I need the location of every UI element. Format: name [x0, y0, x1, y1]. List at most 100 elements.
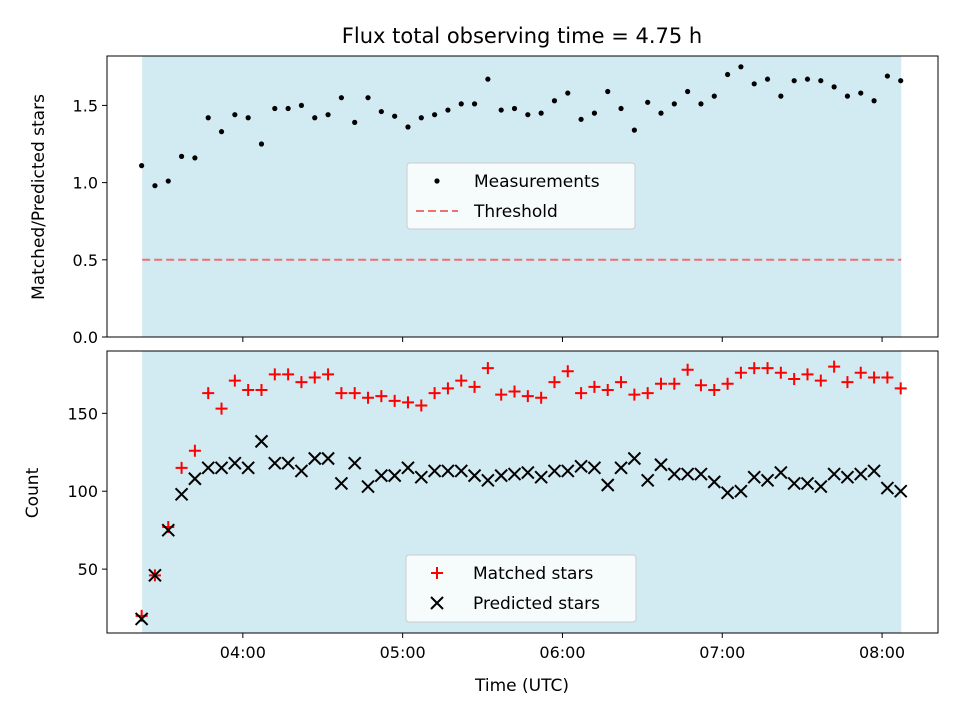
legend-predicted-marker [430, 596, 444, 610]
matched-star-point [495, 388, 508, 401]
matched-star-point [548, 376, 561, 389]
matched-star-point [868, 371, 881, 384]
measurement-point [218, 129, 225, 135]
predicted-star-point [640, 473, 655, 488]
measurement-point [884, 73, 890, 79]
predicted-star-point [787, 476, 801, 491]
measurement-point [618, 105, 624, 112]
predicted-star-point [507, 467, 522, 481]
matched-star-point [841, 376, 854, 389]
predicted-star-point [441, 464, 455, 478]
y-tick-label: 100 [67, 482, 98, 501]
matched-star-point [734, 366, 747, 379]
predicted-star-point [174, 487, 189, 502]
predicted-star-point [694, 467, 708, 481]
measurement-point [312, 115, 318, 121]
predicted-star-point [334, 476, 349, 491]
matched-star-point [601, 383, 614, 396]
ratio-legend: Measurements Threshold [406, 162, 636, 230]
matched-star-point [282, 368, 295, 381]
predicted-star-point [587, 461, 602, 475]
y-tick-label: 0.0 [73, 328, 98, 347]
predicted-star-point [627, 451, 642, 466]
measurement-point [818, 78, 824, 84]
predicted-star-point [467, 468, 482, 483]
measurement-point [365, 95, 371, 101]
matched-star-point [322, 368, 335, 381]
matched-star-point [468, 380, 481, 393]
predicted-star-point [680, 467, 695, 481]
matched-star-point [774, 366, 787, 379]
predicted-star-point [254, 434, 269, 449]
predicted-star-point [814, 479, 828, 494]
ratio-panel: 0.0 0.5 1.0 1.5 Matched/Predicted stars Mea… [29, 55, 939, 347]
predicted-star-point [521, 465, 535, 480]
count-x-ticks: 04:00 05:00 06:00 07:00 08:00 [220, 633, 905, 662]
count-panel: 50 100 150 04:00 05:00 06:00 07:00 08:00 Count… [23, 350, 939, 696]
matched-star-point [428, 387, 441, 400]
matched-star-point [335, 387, 348, 400]
measurement-point [631, 127, 637, 133]
predicted-star-point [760, 473, 775, 488]
legend-threshold-label: Threshold [473, 202, 558, 222]
matched-star-point [708, 383, 721, 396]
count-panel-frame [106, 350, 939, 634]
measurement-point [698, 101, 704, 107]
measurement-point [471, 101, 478, 107]
predicted-star-point [854, 467, 868, 481]
measurement-point [645, 99, 651, 105]
predicted-star-point [561, 464, 575, 478]
measurement-point [392, 113, 398, 119]
predicted-star-point [148, 568, 162, 583]
measurement-point [565, 90, 571, 96]
predicted-star-point [401, 461, 415, 475]
count-legend: Matched stars Predicted stars [405, 554, 637, 623]
matched-star-point [641, 387, 654, 400]
matched-star-point [655, 377, 667, 390]
measurement-point [858, 90, 864, 96]
matched-star-point [295, 376, 308, 389]
measurement-point [778, 93, 784, 99]
y-tick-label: 150 [67, 404, 98, 423]
x-tick-label: 04:00 [220, 643, 266, 662]
measurement-point [525, 112, 531, 118]
matched-star-point [348, 387, 361, 400]
predicted-star-point [134, 612, 149, 626]
measurement-point [405, 124, 411, 130]
predicted-star-point [827, 467, 841, 481]
measurement-point [165, 178, 171, 184]
matched-star-point [215, 402, 228, 415]
measurement-point [139, 163, 145, 169]
predicted-star-point [601, 478, 615, 492]
measurements-series [139, 64, 904, 189]
matched-star-point [255, 383, 268, 396]
predicted-star-point [894, 484, 908, 498]
matched-star-point [788, 373, 801, 386]
measurement-point [898, 78, 904, 84]
predicted-star-point [654, 458, 668, 472]
matched-star-point [561, 365, 574, 378]
matched-star-point [761, 362, 774, 375]
measurement-point [751, 81, 757, 87]
legend-measurements-label: Measurements [474, 172, 600, 192]
measurement-point [591, 110, 598, 116]
predicted-star-point [414, 470, 428, 484]
matched-star-point [375, 390, 388, 403]
predicted-star-point [308, 451, 322, 466]
count-y-axis-label: Count [23, 467, 43, 518]
ratio-y-axis-label: Matched/Predicted stars [29, 94, 49, 300]
predicted-star-point [867, 464, 881, 478]
y-tick-label: 50 [78, 560, 98, 579]
measurement-point [205, 115, 211, 121]
predicted-star-point [387, 468, 402, 483]
x-tick-label: 07:00 [699, 643, 745, 662]
matched-star-point [521, 390, 534, 403]
measurement-point [844, 93, 851, 99]
matched-star-point [828, 360, 841, 373]
predicted-star-point [228, 456, 242, 470]
measurement-point [192, 155, 198, 161]
measurement-point [178, 153, 185, 159]
count-legend-box [405, 554, 637, 623]
legend-predicted-label: Predicted stars [473, 594, 600, 614]
